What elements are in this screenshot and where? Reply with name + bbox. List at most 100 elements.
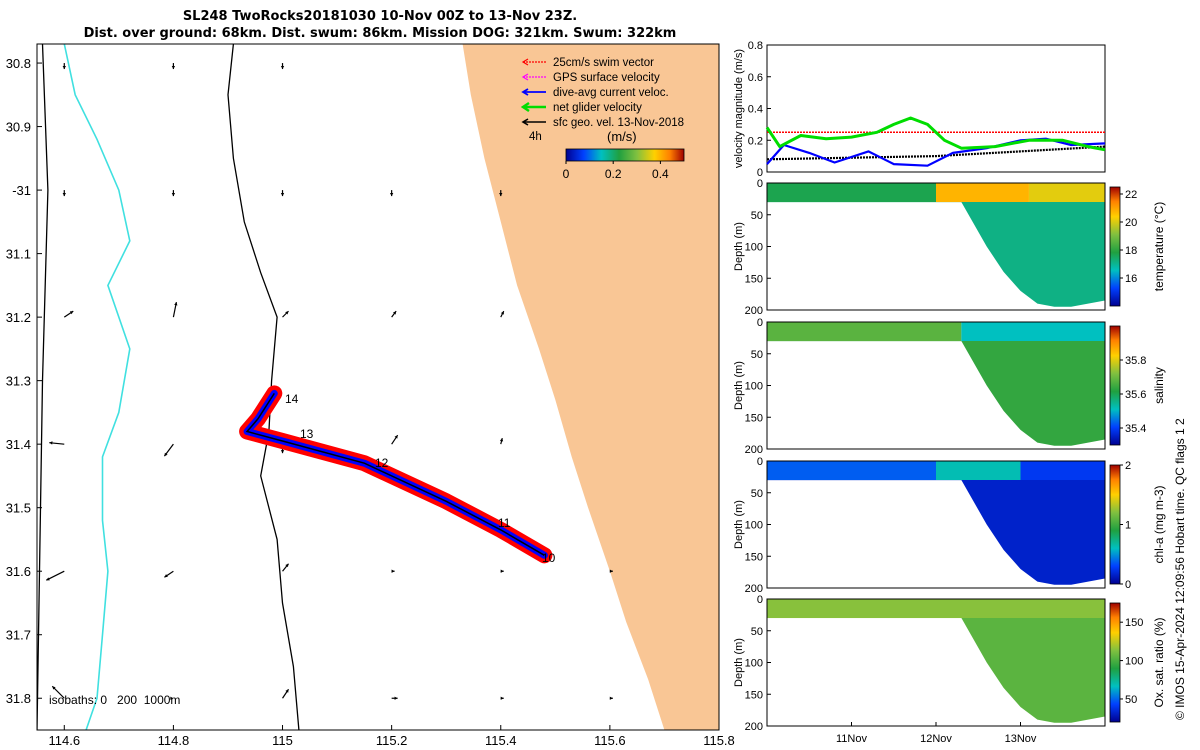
geo-arrow-head <box>500 311 504 315</box>
geo-arrow-head <box>285 689 289 693</box>
geo-arrow-head <box>499 193 503 197</box>
section-y-tick-label: 100 <box>745 381 763 393</box>
section-y-tick-label: 100 <box>745 520 763 532</box>
geo-arrow <box>282 563 289 572</box>
map-y-tick-label: 31.7 <box>6 628 31 643</box>
section-surface-fill <box>961 322 1105 342</box>
section-colorbar-label: salinity <box>1152 367 1166 404</box>
geo-arrow <box>51 685 65 699</box>
dive-average-track <box>243 389 548 559</box>
geo-arrow <box>172 302 178 318</box>
legend-sfc-geo-label: sfc geo. vel. 13-Nov-2018 <box>553 117 684 129</box>
isobath-note: isobaths: 0 200 1000m <box>49 693 180 707</box>
isobath-0-line <box>63 44 131 730</box>
section-temperature: 0 50 100 150 200 Depth (m) 16 18 20 22 temperature… <box>733 178 1166 317</box>
geo-arrow <box>171 63 176 70</box>
section-surface-fill <box>1028 183 1105 203</box>
speed-colorbar-gradient <box>565 148 685 162</box>
map-y-tick-label: 30.8 <box>6 56 31 71</box>
section-colorbar-tick-label: 2 <box>1125 460 1131 472</box>
legend-sfc-geo: sfc geo. vel. 13-Nov-2018 <box>521 117 684 129</box>
title-line-2: Dist. over ground: 68km. Dist. swum: 86k… <box>83 26 677 41</box>
section-y-tick-label: 100 <box>745 242 763 254</box>
credit-text: © IMOS 15-Apr-2024 12:09:56 Hobart time.… <box>1173 418 1187 720</box>
geo-arrow-head <box>500 569 504 573</box>
geo-arrow-head <box>285 563 289 568</box>
geo-arrow <box>499 190 503 197</box>
geo-arrow-head <box>280 450 285 454</box>
section-colorbar-tick-label: 35.4 <box>1125 423 1146 435</box>
section-surface-fill <box>936 461 1021 481</box>
section-colorbar-tick-label: 16 <box>1125 273 1137 285</box>
track-label-10: 10 <box>542 551 556 565</box>
track-label-12: 12 <box>375 456 389 470</box>
geo-arrow-head <box>499 438 504 442</box>
section-y-tick-label: 150 <box>745 551 763 563</box>
legend-net-label: net glider velocity <box>553 102 642 114</box>
velocity-y-tick-label: 0 <box>757 167 763 179</box>
speed-colorbar-tick-label: 0.4 <box>652 167 669 181</box>
geo-arrow <box>49 441 65 445</box>
section-colorbar-tick-label: 100 <box>1125 656 1143 668</box>
section-surface-fill <box>767 322 962 342</box>
section-y-tick-label: 50 <box>751 626 763 638</box>
legend-gps-label: GPS surface velocity <box>553 72 660 84</box>
map-x-tick-label: 115 <box>272 733 293 748</box>
section-x-tick-label: 13Nov <box>1005 733 1037 745</box>
map-y-tick-label: 31.1 <box>6 247 31 262</box>
section-deep-fill <box>767 341 1105 446</box>
map-y-tick-label: 31.8 <box>6 691 31 706</box>
geo-arrow <box>500 569 504 573</box>
geo-arrow <box>609 696 613 700</box>
map-y-tick-label: 31.3 <box>6 374 31 389</box>
speed-colorbar-tick-label: 0 <box>563 167 570 181</box>
velocity-y-label: velocity magnitude (m/s) <box>733 49 745 168</box>
map-y-tick-label: 31.2 <box>6 310 31 325</box>
geo-arrow-head <box>46 577 50 581</box>
geo-arrow-head <box>609 696 613 700</box>
legend-gps: GPS surface velocity <box>521 72 660 84</box>
section-colorbar-tick-label: 35.8 <box>1125 355 1146 367</box>
section-surface-fill <box>767 461 936 481</box>
track-label-13: 13 <box>300 427 314 441</box>
section-y-tick-label: 50 <box>751 488 763 500</box>
section-y-tick-label: 200 <box>745 444 763 456</box>
section-y-tick-label: 0 <box>757 178 763 190</box>
velocity-y-tick-label: 0.8 <box>748 40 763 52</box>
geo-arrow <box>391 696 398 700</box>
section-y-label: Depth (m) <box>733 222 745 271</box>
map-axis-ticks: 114.6 114.8 115 115.2 115.4 115.6 115.8 30.8 30.… <box>6 56 735 748</box>
title-line-1: SL248 TwoRocks20181030 10-Nov 00Z to 13-… <box>182 9 578 24</box>
legend-dive-avg-label: dive-avg current veloc. <box>553 87 669 99</box>
land-area <box>462 44 719 730</box>
geo-arrow-head <box>52 686 56 690</box>
geo-arrow <box>389 190 394 197</box>
track-label-14: 14 <box>285 392 299 406</box>
map-y-tick-label: 31.6 <box>6 564 31 579</box>
velocity-y-tick-label: 0.4 <box>748 104 763 116</box>
section-chlorophyll: 0 50 100 150 200 Depth (m) 0 1 2 chl-a (mg m-3) <box>733 456 1166 595</box>
section-y-label: Depth (m) <box>733 500 745 549</box>
section-colorbar <box>1109 325 1121 446</box>
map-x-tick-label: 115.8 <box>703 733 735 748</box>
geo-arrow-head <box>164 574 168 578</box>
geo-arrow-head <box>171 65 176 70</box>
section-y-label: Depth (m) <box>733 638 745 687</box>
speed-colorbar-tick-label: 0.2 <box>605 167 622 181</box>
geo-arrow <box>62 63 66 70</box>
section-colorbar <box>1109 602 1121 723</box>
section-y-tick-label: 0 <box>757 317 763 329</box>
section-colorbar <box>1109 186 1121 307</box>
geo-arrow-head <box>164 452 168 457</box>
velocity-y-tick-label: 0.6 <box>748 72 763 84</box>
velocity-series-net <box>765 116 1106 152</box>
geo-arrow <box>63 310 74 318</box>
section-y-tick-label: 150 <box>745 689 763 701</box>
geo-arrow-head <box>280 65 285 70</box>
section-colorbar-tick-label: 0 <box>1125 579 1131 591</box>
geo-arrow-head <box>391 569 395 573</box>
legend-swim-label: 25cm/s swim vector <box>553 57 654 69</box>
section-colorbar-tick-label: 18 <box>1125 245 1137 257</box>
